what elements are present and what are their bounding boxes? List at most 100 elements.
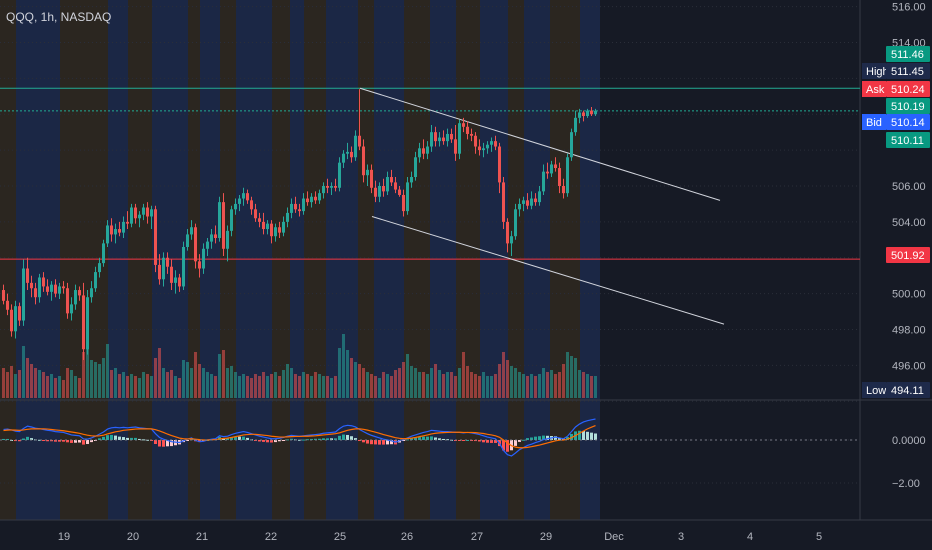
- candle-body: [462, 123, 465, 127]
- macd-histogram-bar: [82, 440, 85, 445]
- candle-body: [510, 236, 513, 244]
- macd-histogram-bar: [54, 440, 57, 442]
- volume-bar: [46, 376, 49, 398]
- macd-histogram-bar: [22, 438, 25, 440]
- macd-histogram-bar: [38, 439, 41, 441]
- candle-body: [218, 202, 221, 239]
- candle-body: [310, 196, 313, 203]
- macd-histogram-bar: [50, 440, 53, 442]
- volume-bar: [442, 374, 445, 398]
- volume-bar: [142, 372, 145, 398]
- candle-body: [130, 207, 133, 224]
- candle-body: [194, 227, 197, 262]
- macd-histogram-bar: [78, 440, 81, 443]
- candle-body: [14, 306, 17, 332]
- macd-histogram-bar: [354, 438, 357, 440]
- candle-body: [466, 126, 469, 134]
- macd-histogram-bar: [306, 439, 309, 441]
- volume-bar: [270, 374, 273, 398]
- volume-bar: [382, 372, 385, 398]
- candle-body: [98, 263, 101, 273]
- candle-body: [302, 198, 305, 212]
- volume-bar: [14, 374, 17, 398]
- candle-body: [270, 223, 273, 237]
- macd-histogram-bar: [338, 435, 341, 440]
- volume-bar: [98, 364, 101, 398]
- macd-histogram-bar: [478, 440, 481, 442]
- macd-histogram-bar: [358, 440, 361, 441]
- volume-bar: [362, 368, 365, 398]
- price-tick-label: 504.00: [892, 217, 926, 229]
- macd-histogram-bar: [326, 438, 329, 440]
- volume-bar: [22, 346, 25, 398]
- volume-bar: [498, 364, 501, 398]
- volume-bar: [118, 374, 121, 398]
- volume-bar: [62, 380, 65, 398]
- candle-body: [342, 153, 345, 163]
- macd-histogram-bar: [586, 431, 589, 440]
- candle-body: [250, 200, 253, 210]
- macd-histogram-bar: [458, 440, 461, 441]
- volume-bar: [398, 368, 401, 398]
- candle-body: [86, 297, 89, 350]
- volume-bar: [262, 372, 265, 398]
- candle-body: [366, 169, 369, 176]
- volume-bar: [110, 370, 113, 398]
- macd-histogram-bar: [538, 436, 541, 440]
- volume-bar: [330, 378, 333, 398]
- candle-body: [542, 171, 545, 192]
- macd-histogram-bar: [474, 440, 477, 442]
- candle-body: [490, 141, 493, 145]
- macd-histogram-bar: [262, 440, 265, 442]
- price-label-value: 510.19: [891, 101, 925, 113]
- candle-body: [566, 157, 569, 194]
- macd-histogram-bar: [282, 440, 285, 441]
- volume-bar: [546, 372, 549, 398]
- volume-bar: [486, 376, 489, 398]
- volume-bar: [58, 376, 61, 398]
- candle-body: [350, 151, 353, 158]
- candle-body: [382, 185, 385, 192]
- macd-histogram-bar: [410, 438, 413, 440]
- macd-histogram-bar: [558, 437, 561, 440]
- price-label-name: Bid: [866, 117, 882, 129]
- volume-bar: [294, 374, 297, 398]
- macd-histogram-bar: [90, 440, 93, 443]
- volume-bar: [234, 372, 237, 398]
- volume-bar: [6, 372, 9, 398]
- candle-body: [286, 212, 289, 222]
- volume-bar: [106, 344, 109, 398]
- macd-histogram-bar: [42, 440, 45, 441]
- macd-histogram-bar: [238, 436, 241, 440]
- date-tick-label: 27: [471, 531, 483, 543]
- volume-bar: [170, 370, 173, 398]
- volume-bar: [10, 366, 13, 398]
- volume-bar: [502, 352, 505, 398]
- candle-body: [390, 177, 393, 183]
- candle-body: [18, 306, 21, 321]
- volume-bar: [426, 374, 429, 398]
- date-tick-label: 20: [127, 531, 139, 543]
- volume-bar: [206, 372, 209, 398]
- macd-histogram-bar: [526, 438, 529, 440]
- volume-bar: [190, 368, 193, 398]
- volume-bar: [154, 358, 157, 398]
- volume-bar: [122, 372, 125, 398]
- date-tick-label: 3: [678, 531, 684, 543]
- macd-histogram-bar: [126, 437, 129, 440]
- volume-bar: [482, 372, 485, 398]
- candle-body: [338, 162, 341, 188]
- macd-histogram-bar: [382, 440, 385, 445]
- candle-body: [482, 148, 485, 151]
- macd-histogram-bar: [30, 438, 33, 440]
- candle-body: [126, 221, 129, 224]
- candle-body: [570, 132, 573, 158]
- macd-histogram-bar: [422, 436, 425, 440]
- volume-bar: [74, 376, 77, 398]
- candle-body: [362, 146, 365, 176]
- volume-bar: [450, 372, 453, 398]
- candle-body: [42, 277, 45, 287]
- macd-histogram-bar: [266, 440, 269, 443]
